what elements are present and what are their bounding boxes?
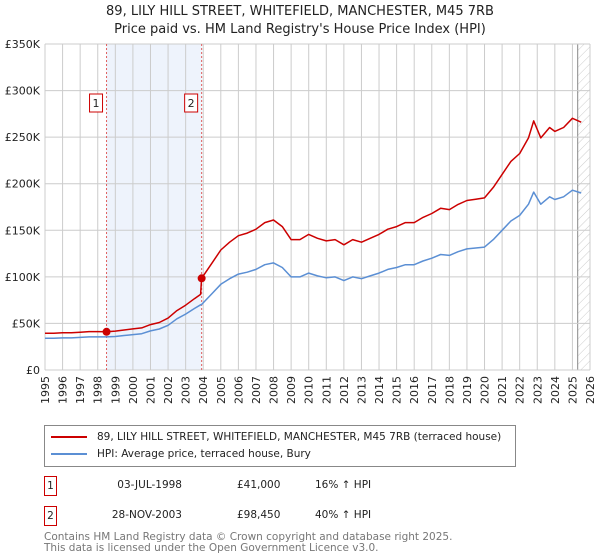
transaction-row: 2 28-NOV-2003 £98,450 40% ↑ HPI: [44, 506, 444, 526]
hpi-line: [45, 189, 582, 340]
legend: 89, LILY HILL STREET, WHITEFIELD, MANCHE…: [44, 425, 516, 467]
x-tick-label: 2019: [461, 376, 474, 404]
x-tick-label: 2017: [426, 376, 439, 404]
transaction-hpi: 40% ↑ HPI: [315, 509, 372, 521]
x-tick-label: 1998: [92, 376, 105, 404]
chart-subtitle: Price paid vs. HM Land Registry's House …: [114, 22, 486, 37]
x-tick-label: 2025: [566, 376, 579, 404]
x-tick-label: 2024: [549, 376, 562, 404]
x-tick-label: 2007: [250, 376, 263, 404]
footer-licence: This data is licensed under the Open Gov…: [44, 542, 379, 554]
x-tick-label: 1995: [39, 376, 52, 404]
transaction-date: 28-NOV-2003: [111, 509, 182, 521]
sale-label-box: [184, 93, 199, 113]
x-tick-label: 2005: [215, 376, 228, 404]
transaction-number: 1: [44, 476, 57, 496]
transaction-price: £98,450: [237, 509, 281, 521]
x-tick-label: 2012: [338, 376, 351, 404]
x-tick-label: 2008: [268, 376, 281, 404]
legend-item-property: 89, LILY HILL STREET, WHITEFIELD, MANCHE…: [51, 431, 501, 443]
x-tick-label: 2011: [320, 376, 333, 404]
x-tick-label: 2006: [232, 376, 245, 404]
x-tick-label: 2009: [285, 376, 298, 404]
sale-point: [197, 274, 206, 283]
x-tick-label: 2026: [584, 376, 597, 404]
x-tick-label: 2015: [391, 376, 404, 404]
property-price-line: [45, 117, 582, 335]
x-tick-label: 2020: [479, 376, 492, 404]
y-tick-label: £50K: [12, 317, 41, 330]
y-tick-label: £350K: [5, 38, 41, 51]
legend-label-property: 89, LILY HILL STREET, WHITEFIELD, MANCHE…: [97, 431, 502, 443]
y-tick-label: £0: [26, 364, 40, 377]
transaction-price: £41,000: [237, 479, 281, 491]
legend-label-hpi: HPI: Average price, terraced house, Bury: [97, 448, 311, 460]
x-tick-label: 1996: [57, 376, 70, 404]
sale-point: [102, 327, 111, 336]
sale-label: 1: [93, 97, 100, 110]
legend-item-hpi: HPI: Average price, terraced house, Bury: [51, 448, 311, 460]
x-tick-label: 1999: [109, 376, 122, 404]
hatched-region: [577, 44, 590, 370]
price-chart: 1995 1996 1997 1998 1999 2000 2001 2002 2003 2004…: [5, 38, 597, 404]
x-tick-label: 2014: [373, 376, 386, 404]
x-tick-label: 2004: [197, 376, 210, 404]
sale-label: 2: [188, 97, 195, 110]
transaction-row: 1 03-JUL-1998 £41,000 16% ↑ HPI: [44, 476, 444, 496]
legend-swatch-red: [51, 436, 87, 438]
y-tick-label: £250K: [5, 131, 41, 144]
transaction-hpi: 16% ↑ HPI: [315, 479, 372, 491]
y-tick-label: £150K: [5, 224, 41, 237]
x-tick-label: 2013: [355, 376, 368, 404]
y-tick-label: £300K: [5, 85, 41, 98]
y-tick-label: £100K: [5, 271, 41, 284]
x-tick-label: 2003: [180, 376, 193, 404]
x-tick-label: 2016: [408, 376, 421, 404]
y-tick-label: £200K: [5, 178, 41, 191]
x-tick-label: 2018: [443, 376, 456, 404]
x-tick-label: 2022: [514, 376, 527, 404]
x-tick-label: 2023: [531, 376, 544, 404]
x-tick-label: 1997: [74, 376, 87, 404]
x-tick-label: 2002: [162, 376, 175, 404]
x-tick-label: 2021: [496, 376, 509, 404]
chart-title: 89, LILY HILL STREET, WHITEFIELD, MANCHE…: [106, 4, 494, 19]
transaction-number: 2: [44, 506, 57, 526]
transaction-date: 03-JUL-1998: [117, 479, 182, 491]
legend-swatch-blue: [51, 453, 87, 455]
sale-label-box: [89, 93, 104, 113]
footer-copyright: Contains HM Land Registry data © Crown c…: [44, 531, 453, 543]
x-tick-label: 2000: [127, 376, 140, 404]
x-tick-label: 2010: [303, 376, 316, 404]
x-tick-label: 2001: [144, 376, 157, 404]
shaded-ownership-period: [106, 44, 202, 370]
